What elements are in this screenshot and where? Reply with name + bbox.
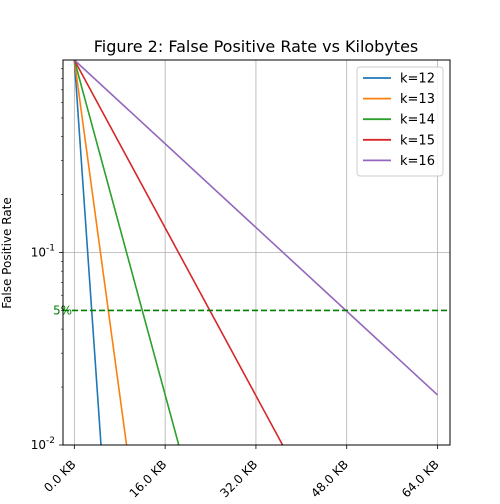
y-axis-label: False Positive Rate [0,197,14,309]
series-line-k=15 [73,60,284,445]
legend: k=12 k=13 k=14 k=15 k=16 [356,66,444,177]
legend-label: k=12 [400,72,435,87]
legend-label: k=14 [400,113,435,128]
y-tick-label: 10-1 [31,244,55,260]
x-tick-label: 16.0 KB [127,457,170,500]
legend-label: k=16 [400,154,435,169]
series-lines [73,60,439,445]
x-tick-label: 0.0 KB [41,457,78,494]
series-line-k=16 [73,60,439,396]
series-line-k=14 [73,60,180,445]
x-tick-label: 32.0 KB [217,457,260,500]
legend-label: k=13 [400,92,435,107]
series-line-k=12 [73,60,102,445]
chart-title: Figure 2: False Positive Rate vs Kilobyt… [94,37,419,56]
x-tick-label: 64.0 KB [399,457,442,500]
series-line-k=13 [73,60,128,445]
y-tick-label: 10-2 [31,436,55,452]
legend-label: k=15 [400,133,435,148]
x-tick-label: 48.0 KB [308,457,351,500]
reference-line-group: 5% [53,303,450,317]
legend-box [356,66,444,177]
